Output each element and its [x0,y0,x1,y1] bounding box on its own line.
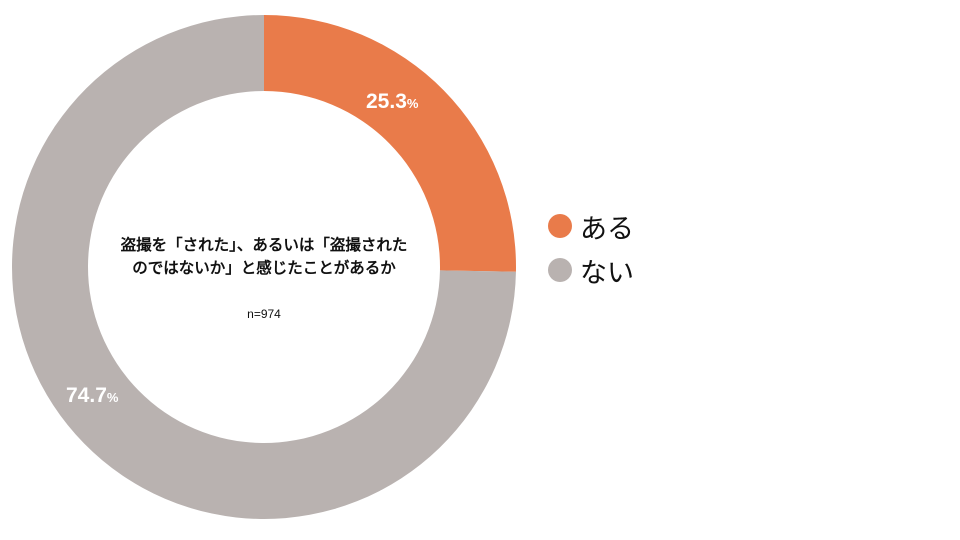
donut-slice-nai [12,15,516,519]
slice-label-nai: 74.7% [66,384,118,408]
chart-title: 盗撮を「された」、あるいは「盗撮されたのではないか」と感じたことがあるか [120,236,408,277]
slice-label-aru: 25.3% [366,90,418,114]
slice-unit: % [406,96,419,111]
legend-swatch-icon [548,258,572,282]
slice-value: 74.7 [66,384,107,407]
slice-value: 25.3 [366,90,407,113]
legend-label: ない [580,257,634,289]
slice-unit: % [106,390,119,405]
legend-item-nai: ない [548,250,634,290]
legend-item-aru: ある [548,206,634,246]
legend-swatch-icon [548,214,572,238]
legend: ある ない [548,206,634,294]
sample-size-label: n=974 [247,307,281,321]
legend-label: ある [580,213,634,245]
donut-slice-aru [264,15,516,272]
